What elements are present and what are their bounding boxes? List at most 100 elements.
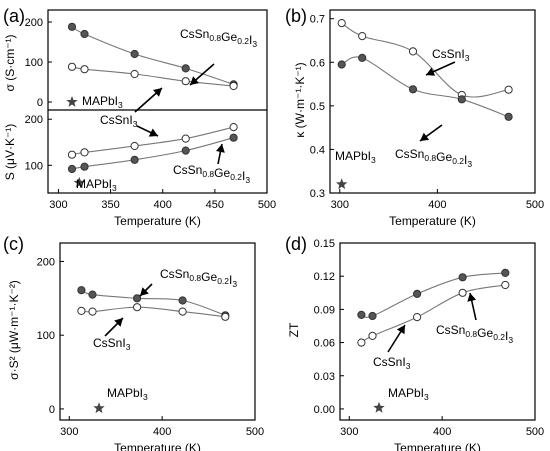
mapbi3-star-marker: [336, 178, 348, 190]
data-point-open: [221, 312, 230, 321]
annotation-arrow-head: [426, 67, 436, 76]
y-tick-label: 0.03: [314, 371, 335, 383]
data-point-filled: [358, 53, 367, 63]
annotation-mapbi3: MAPbI3: [388, 386, 429, 402]
annotation-arrow-head: [420, 132, 430, 141]
panel-b: 0.3 0.4 0.5 0.6 0.7 300 400 500 Temperature (K) κ…: [285, 6, 544, 228]
y-tick-label: 0: [49, 404, 55, 416]
mapbi3-star-marker: [93, 402, 105, 414]
mapbi3-star-marker: [73, 176, 85, 188]
annotation-cssni3-sigma: CsSnI3: [100, 113, 138, 129]
annotation-cssni3: CsSnI3: [93, 336, 131, 352]
y-axis-label: ZT: [287, 322, 301, 337]
annotation-arrow-head: [467, 293, 477, 302]
y-tick-label: 0.5: [310, 101, 325, 113]
y-tick-label: 100: [25, 160, 43, 172]
data-point-open: [133, 303, 142, 312]
panel-b-frame: [329, 9, 536, 194]
data-point-open: [458, 288, 467, 297]
annotation-arrow-head: [114, 318, 123, 327]
data-point-filled: [80, 162, 89, 171]
annotation-arrow: [467, 292, 477, 321]
data-point-open: [67, 150, 77, 159]
data-point-filled: [67, 22, 77, 31]
data-point-filled: [67, 164, 77, 174]
x-tick-label: 400: [153, 426, 171, 438]
x-tick-label: 500: [246, 426, 264, 438]
x-axis-label: Temperature (K): [114, 214, 201, 228]
data-point-filled: [178, 296, 187, 305]
panel-label: (b): [285, 6, 307, 26]
data-point-open: [357, 338, 366, 347]
data-point-open: [130, 141, 139, 151]
data-point-filled: [181, 64, 190, 73]
x-tick-label: 350: [101, 199, 119, 211]
annotation-arrow-head: [148, 128, 158, 137]
x-axis-label: Temperature (K): [114, 441, 201, 451]
x-tick-label: 400: [433, 426, 451, 438]
y-tick-label: 100: [37, 330, 55, 342]
annotation-arrow-head: [190, 76, 199, 85]
data-point-filled: [133, 294, 142, 303]
panel-label: (c): [3, 234, 24, 254]
y-tick-label: 0.6: [310, 57, 325, 69]
panel-c-frame: [59, 242, 256, 421]
fit-line-open-2: [81, 306, 226, 318]
annotation-arrow: [134, 87, 163, 113]
data-point-filled: [413, 289, 422, 298]
y-tick-label: 0.12: [314, 271, 335, 283]
data-point-open: [337, 19, 346, 28]
data-point-filled: [88, 290, 97, 299]
data-point-filled: [408, 85, 418, 94]
annotation-arrow: [387, 324, 406, 353]
annotation-arrow: [216, 143, 225, 165]
data-point-open: [77, 306, 86, 315]
panel-a: 0 100 200 CsSn0.8Ge0.2I3 MAPbI3 CsSnI3 100 200 C…: [3, 6, 276, 228]
y-tick-label: 200: [37, 256, 55, 268]
x-axis-label: Temperature (K): [394, 441, 481, 451]
annotation-arrow-head: [396, 325, 405, 335]
annotation-arrow: [136, 125, 159, 137]
data-point-filled: [77, 286, 86, 295]
data-point-filled: [229, 133, 238, 142]
data-point-open: [413, 313, 422, 322]
annotation-cssn08ge02i3: CsSn0.8Ge0.2I3: [160, 267, 237, 289]
y-tick-label: 0.4: [310, 144, 325, 156]
y-tick-label: 200: [25, 114, 43, 126]
data-point-open: [368, 331, 377, 340]
y-tick-label: 100: [25, 57, 43, 69]
panel-c: 0 100 200 300 400 500 Temperature (K) σ·S² (μW·…: [3, 234, 264, 451]
annotation-arrow: [139, 283, 153, 297]
data-point-open: [67, 62, 77, 71]
annotation-mapbi3-seebeck: MAPbI3: [76, 177, 117, 193]
x-tick-label: 500: [526, 199, 544, 211]
x-tick-label: 300: [331, 199, 349, 211]
annotation-arrow: [189, 63, 215, 86]
y-axis-label-seebeck: S (μV·K⁻¹): [3, 124, 17, 181]
data-point-open: [358, 32, 367, 41]
data-point-open: [88, 307, 97, 316]
data-point-filled: [337, 60, 346, 69]
data-point-filled: [501, 268, 510, 277]
data-point-open: [229, 81, 238, 91]
data-point-open: [408, 47, 418, 56]
mapbi3-star-marker: [66, 96, 78, 107]
y-tick-label: 0.15: [314, 238, 335, 250]
y-tick-label: 0: [37, 97, 43, 109]
y-axis-label-sigma: σ (S·cm⁻¹): [3, 34, 17, 91]
fit-line-filled-1: [341, 56, 509, 118]
data-point-filled: [458, 273, 467, 282]
x-tick-label: 300: [60, 426, 78, 438]
y-tick-label: 0.06: [314, 338, 335, 350]
annotation-cssn08ge02i3-seebeck: CsSn0.8Ge0.2I3: [173, 163, 250, 185]
annotation-arrow-head: [153, 88, 162, 97]
data-point-open: [501, 280, 510, 290]
fit-line-filled-2: [81, 289, 226, 316]
annotation-mapbi3: MAPbI3: [335, 149, 376, 165]
annotation-arrow-head: [140, 287, 149, 296]
data-point-filled: [368, 311, 377, 321]
data-point-filled: [80, 29, 89, 39]
x-tick-label: 400: [154, 199, 172, 211]
data-point-filled: [130, 49, 139, 59]
